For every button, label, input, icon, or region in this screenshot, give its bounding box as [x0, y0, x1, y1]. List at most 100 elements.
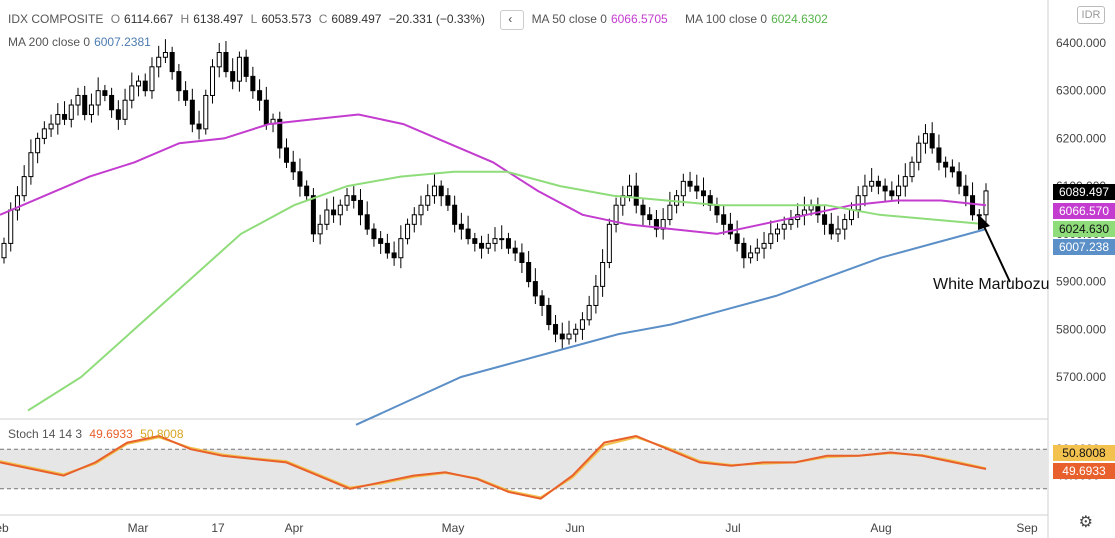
candle-body: [546, 304, 552, 326]
candle-body: [727, 223, 733, 235]
change-value: −20.331 (−0.33%): [388, 12, 485, 27]
candle-body: [223, 52, 229, 73]
stoch-fill: [0, 449, 1048, 489]
candle-body: [425, 195, 431, 206]
ma200-label: MA 200 close 0: [8, 35, 91, 49]
y-tick-label: 6400.000: [1056, 36, 1106, 50]
candle-body: [519, 252, 525, 263]
candle-body: [822, 214, 828, 225]
annotation-arrow: [978, 214, 1011, 283]
candle-body: [431, 185, 437, 197]
ma50-label: MA 50 close 0: [531, 12, 607, 27]
candle-body: [566, 333, 572, 340]
collapse-button[interactable]: ‹: [500, 10, 525, 30]
candle-body: [129, 85, 135, 101]
candle-body: [21, 176, 27, 197]
header-row-2: MA 200 close 0 6007.2381: [8, 34, 155, 50]
candle-body: [647, 214, 653, 221]
candle-body: [263, 99, 269, 125]
x-tick-label: Apr: [285, 521, 304, 535]
candle-body: [949, 166, 955, 173]
candle-body: [1, 242, 7, 259]
candle-body: [721, 214, 727, 225]
x-tick-label: 17: [211, 521, 225, 535]
close-value: 6089.497: [331, 12, 382, 27]
ma100-label: MA 100 close 0: [685, 12, 768, 27]
candle-body: [283, 147, 290, 163]
candle-body: [916, 142, 922, 163]
stoch-d-tag: 50.8008: [1053, 445, 1115, 461]
candle-body: [687, 180, 693, 187]
candle-body: [55, 114, 61, 125]
candle-body: [183, 90, 189, 101]
ma50-value: 6066.5705: [610, 12, 668, 27]
candle-body: [371, 228, 377, 240]
candle-body: [842, 219, 848, 230]
x-tick-label: Jul: [725, 521, 740, 535]
candle-body: [62, 114, 68, 120]
candle-body: [28, 152, 34, 178]
candle-body: [405, 223, 411, 240]
candle-body: [499, 238, 505, 241]
x-tick-label: Aug: [870, 521, 891, 535]
candle-body: [479, 242, 485, 249]
candle-body: [142, 80, 148, 92]
candle-body: [176, 71, 182, 92]
ma100-value: 6024.6302: [771, 12, 828, 27]
gear-icon[interactable]: ⚙: [1078, 514, 1093, 531]
candle-body: [922, 133, 928, 144]
candle-body: [640, 204, 646, 216]
chevron-left-icon: ‹: [508, 12, 513, 26]
candle-body: [169, 52, 175, 73]
candle-body: [304, 185, 310, 197]
candle-body: [203, 94, 209, 130]
candle-body: [391, 252, 397, 259]
candle-body: [82, 94, 88, 116]
candle-body: [445, 195, 451, 206]
candle-body: [68, 104, 74, 120]
candle-body: [862, 185, 868, 197]
annotation-text: White Marubozu: [933, 276, 1050, 293]
candle-body: [48, 123, 54, 130]
candle-body: [156, 56, 162, 68]
candle-body: [317, 223, 323, 235]
candle-body: [714, 204, 720, 216]
x-axis: eb Mar 17 Apr May Jun Jul Aug Sep: [0, 521, 1038, 535]
high-label: H: [180, 12, 190, 27]
candle-body: [364, 214, 370, 230]
candle-body: [458, 223, 464, 230]
candle-body: [828, 223, 834, 235]
header-row-1: IDX COMPOSITE O 6114.667 H 6138.497 L 6053.…: [8, 10, 832, 30]
y-tick-label: 5700.000: [1056, 370, 1106, 384]
candle-body: [8, 209, 14, 244]
stoch-lines: [0, 434, 987, 500]
close-price-tag: 6089.497: [1053, 184, 1115, 200]
candle-body: [896, 185, 902, 197]
ma50-line: [0, 113, 987, 235]
candle-body: [788, 219, 794, 225]
candle-body: [613, 204, 619, 225]
x-tick-label: Jun: [565, 521, 584, 535]
stoch-header: Stoch 14 14 3 49.6933 50.8008: [8, 426, 188, 442]
candle-body: [909, 161, 915, 178]
candle-body: [943, 161, 949, 168]
y-tick-label: 5800.000: [1056, 322, 1106, 336]
y-tick-label: 6300.000: [1056, 84, 1106, 98]
candle-body: [384, 242, 390, 254]
candle-body: [189, 99, 195, 125]
stoch-k-value: 49.6933: [89, 427, 133, 441]
candle-body: [869, 180, 875, 187]
currency-badge[interactable]: IDR: [1077, 6, 1105, 24]
candle-body: [553, 324, 559, 335]
candle-body: [324, 209, 330, 225]
candle-body: [136, 80, 142, 87]
candle-body: [88, 104, 94, 116]
y-tick-label: 6200.000: [1056, 131, 1106, 145]
stoch-label: Stoch 14 14 3: [8, 427, 83, 441]
y-tick-label: 5900.000: [1056, 275, 1106, 289]
arrow-head: [978, 214, 990, 230]
candle-body: [236, 56, 242, 82]
candle-body: [297, 171, 303, 187]
candle-body: [606, 223, 612, 263]
